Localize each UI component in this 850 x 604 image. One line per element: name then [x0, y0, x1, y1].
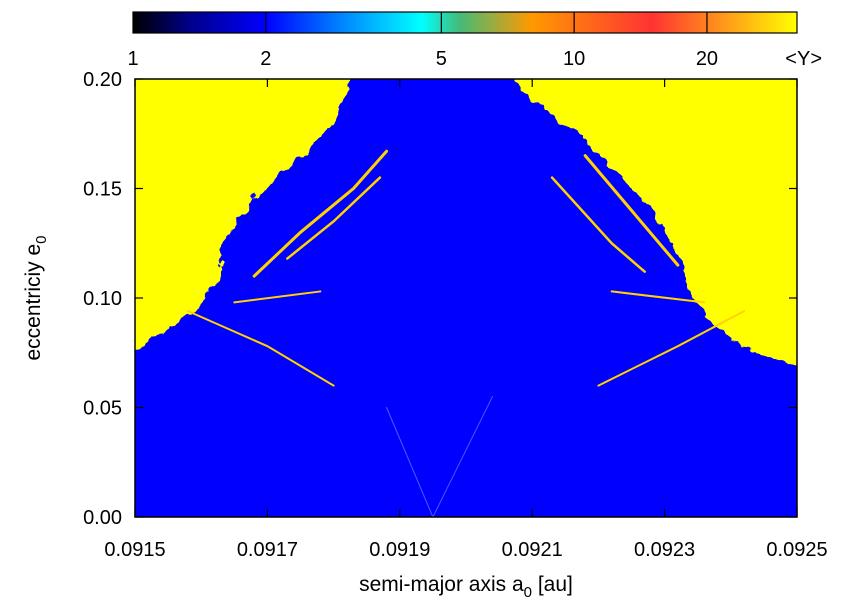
filament-right-1 [583, 154, 680, 267]
y-axis-title-main: eccentriciy e [22, 244, 45, 361]
filament-right-4 [610, 290, 706, 304]
colorbar-tick-label: 2 [260, 48, 271, 70]
colorbar-gradient [132, 11, 798, 34]
filament-left-4 [233, 290, 322, 304]
y-tick-label: 0.00 [83, 507, 122, 529]
resonance-filaments [186, 149, 746, 517]
x-axis-title-subscript: 0 [524, 584, 532, 601]
x-tick-label: 0.0919 [369, 539, 430, 561]
chaotic-region-right [512, 79, 797, 369]
chaotic-region-left [135, 79, 354, 351]
y-axis-title: eccentriciy e0 [22, 235, 50, 360]
colorbar-tick-label: 1 [127, 48, 138, 70]
x-axis-title-unit: [au] [532, 573, 573, 596]
y-tick-label: 0.10 [83, 288, 122, 310]
x-tick-label: 0.0921 [502, 539, 563, 561]
colorbar-title: <Y> [785, 48, 822, 70]
colorbar: 1 2 5 10 20 <Y> [127, 11, 822, 70]
x-axis-title: semi-major axis a0 [au] [359, 573, 573, 601]
x-tick-label: 0.0915 [104, 539, 165, 561]
filament-right-2 [550, 176, 646, 273]
filament-right-3 [597, 310, 746, 387]
chaotic-regions [135, 79, 797, 369]
y-tick-label: 0.20 [83, 69, 122, 91]
colorbar-ticks: 1 2 5 10 20 [127, 12, 718, 70]
filament-center-left [386, 407, 434, 517]
filament-center-right [432, 396, 493, 517]
plot-area: 0.0915 0.0917 0.0919 0.0921 0.0923 0.0925 0.0… [83, 69, 828, 561]
y-axis-title-subscript: 0 [33, 235, 50, 243]
x-tick-label: 0.0925 [766, 539, 827, 561]
x-tick-label: 0.0917 [237, 539, 298, 561]
x-axis-ticks: 0.0915 0.0917 0.0919 0.0921 0.0923 0.0925 [104, 79, 828, 561]
x-tick-label: 0.0923 [634, 539, 695, 561]
colorbar-tick-label: 10 [563, 48, 585, 70]
colorbar-tick-label: 20 [696, 48, 718, 70]
filament-left-3 [186, 310, 335, 387]
filament-left-1 [252, 149, 389, 278]
colorbar-tick-label: 5 [436, 48, 447, 70]
y-tick-label: 0.15 [83, 179, 122, 201]
filament-left-2 [286, 176, 382, 260]
x-axis-title-main: semi-major axis a [359, 573, 524, 596]
y-tick-label: 0.05 [83, 398, 122, 420]
y-axis-ticks: 0.00 0.05 0.10 0.15 0.20 [83, 69, 797, 529]
